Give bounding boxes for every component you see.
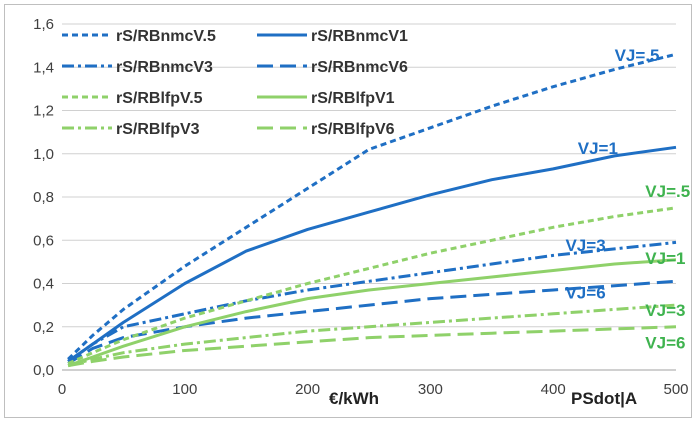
legend-label: rS/RBlfpV3 [116, 121, 200, 138]
x-tick-label: 0 [58, 381, 66, 398]
axis-tags: €/kWh PSdot|A [325, 385, 657, 411]
y-tick-label: 0,4 [33, 276, 54, 293]
series-line-rs-rbnmcv6 [67, 279, 677, 365]
annotation-label: VJ=1 [578, 139, 618, 158]
x-tick-label: 400 [541, 381, 566, 398]
x-tick-label: 100 [172, 381, 197, 398]
y-tick-label: 1,6 [33, 16, 54, 33]
x-tick-label: 200 [295, 381, 320, 398]
annotation-label: VJ=3 [645, 301, 685, 320]
annotation-label: VJ=1 [645, 249, 685, 268]
axes: 0,0 0,2 0,4 0,6 0,8 1,0 1,2 1,4 1,6 0 100 200 300 400… [33, 16, 688, 398]
annotation-label: VJ=.5 [615, 46, 660, 65]
y-tick-label: 1,0 [33, 146, 54, 163]
legend: rS/RBnmcV.5 rS/RBnmcV1 rS/RBnmcV3 rS/RBnmcV… [62, 28, 408, 138]
series-line-rs-rblfpv-5 [67, 206, 677, 365]
series-line-rs-rblfpv1 [67, 258, 677, 368]
legend-label: rS/RBlfpV.5 [116, 90, 203, 107]
y-tick-label: 0,0 [33, 362, 54, 379]
legend-label: rS/RBlfpV6 [311, 121, 395, 138]
series-line-rs-rbnmcv-5 [67, 52, 677, 361]
legend-label: rS/RBnmcV.5 [116, 28, 216, 45]
axis-tag-background [325, 385, 411, 411]
legend-label: rS/RBnmcV6 [311, 59, 408, 76]
y-tick-label: 0,8 [33, 189, 54, 206]
legend-label: rS/RBlfpV1 [311, 90, 395, 107]
x-tick-label: 300 [418, 381, 443, 398]
axis-tag-background [567, 385, 657, 411]
series-line-rs-rblfpv6 [67, 325, 677, 368]
annotation-label: VJ=6 [645, 333, 685, 352]
annotation-label: VJ=3 [565, 236, 605, 255]
annotation-label: VJ=6 [565, 284, 605, 303]
legend-label: rS/RBnmcV1 [311, 28, 408, 45]
axis-tag-label: PSdot|A [571, 389, 637, 408]
annotations: VJ=.5 VJ=1 VJ=3 VJ=6 VJ=.5 VJ=1 VJ=3 VJ=6 [565, 46, 690, 353]
y-tick-label: 1,4 [33, 59, 54, 76]
axis-tag-label: €/kWh [329, 389, 379, 408]
series-lines [67, 52, 677, 368]
y-tick-label: 0,6 [33, 232, 54, 249]
legend-label: rS/RBnmcV3 [116, 59, 213, 76]
annotation-label: VJ=.5 [645, 182, 690, 201]
series-line-rs-rbnmcv3 [67, 240, 677, 363]
y-tick-label: 1,2 [33, 103, 54, 120]
series-line-rs-rbnmcv1 [67, 145, 677, 363]
y-tick-label: 0,2 [33, 319, 54, 336]
x-tick-label: 500 [663, 381, 688, 398]
series-line-rs-rblfpv3 [67, 303, 677, 368]
